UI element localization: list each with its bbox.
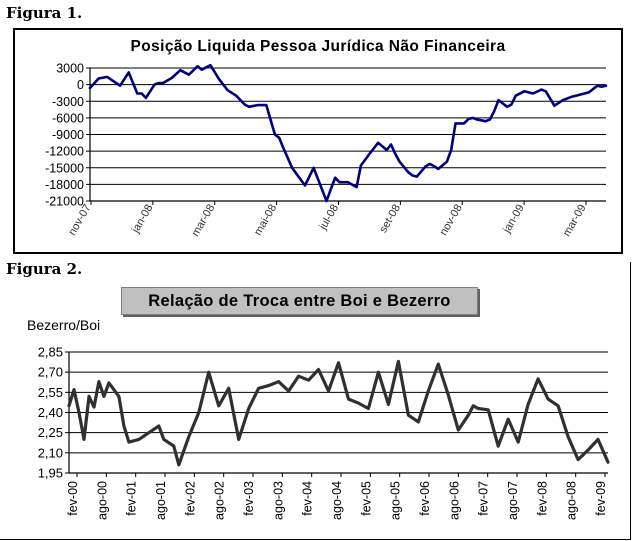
x-tick-label: fev-06 bbox=[418, 481, 432, 516]
y-tick-label: -15000 bbox=[45, 161, 84, 175]
y-tick-label: 1,95 bbox=[38, 466, 63, 481]
series-line bbox=[67, 359, 610, 467]
y-tick-label: -3000 bbox=[52, 95, 84, 109]
x-tick-label: fev-02 bbox=[183, 481, 197, 516]
y-tick-label: 2,70 bbox=[38, 365, 63, 380]
x-tick-label: ago-00 bbox=[95, 481, 109, 520]
y-tick-label: 2,55 bbox=[38, 385, 63, 400]
x-tick-label: ago-03 bbox=[271, 481, 285, 520]
figure-1-chart: Posição Liquida Pessoa Jurídica Não Fina… bbox=[45, 38, 608, 239]
x-tick-label: ago-01 bbox=[154, 481, 168, 520]
y-tick-label: 2,85 bbox=[38, 345, 63, 360]
x-tick-label: fev-08 bbox=[535, 481, 549, 516]
x-tick-label: ago-02 bbox=[213, 481, 227, 520]
figure-2-label: Figura 2. bbox=[6, 260, 83, 278]
figure-1-label: Figura 1. bbox=[6, 4, 83, 22]
x-tick-label: ago-04 bbox=[330, 481, 344, 520]
y-tick-label: -6000 bbox=[52, 111, 84, 125]
y-tick-label: -18000 bbox=[45, 178, 84, 192]
y-tick-label: 2,40 bbox=[38, 405, 63, 420]
x-tick-label: ago-07 bbox=[506, 481, 520, 520]
series-line bbox=[88, 63, 608, 203]
figure-2-title: Relação de Troca entre Boi e Bezerro bbox=[121, 287, 478, 315]
x-tick-label: fev-01 bbox=[125, 481, 139, 516]
y-tick-label: -12000 bbox=[45, 145, 84, 159]
x-tick-label: ago-08 bbox=[565, 481, 579, 520]
x-tick-label: fev-09 bbox=[594, 481, 608, 516]
x-tick-label: fev-04 bbox=[301, 481, 315, 516]
figure-1-title: Posição Liquida Pessoa Jurídica Não Fina… bbox=[130, 38, 505, 55]
y-tick-label: 2,25 bbox=[38, 425, 63, 440]
figure-2-y-axis-label: Bezerro/Boi bbox=[27, 317, 101, 333]
y-tick-label: 2,10 bbox=[38, 445, 63, 460]
x-tick-label: fev-05 bbox=[359, 481, 373, 516]
y-tick-label: 3000 bbox=[56, 62, 84, 76]
x-tick-label: ago-06 bbox=[447, 481, 461, 520]
y-tick-label: -21000 bbox=[45, 195, 84, 209]
y-tick-label: -9000 bbox=[52, 128, 84, 142]
x-tick-label: fev-07 bbox=[477, 481, 491, 516]
figure-1-chart-frame: Posição Liquida Pessoa Jurídica Não Fina… bbox=[13, 28, 623, 254]
x-tick-label: fev-03 bbox=[242, 481, 256, 516]
x-tick-label: fev-00 bbox=[66, 481, 80, 516]
x-tick-label: ago-05 bbox=[389, 481, 403, 520]
y-tick-label: 0 bbox=[77, 78, 84, 92]
